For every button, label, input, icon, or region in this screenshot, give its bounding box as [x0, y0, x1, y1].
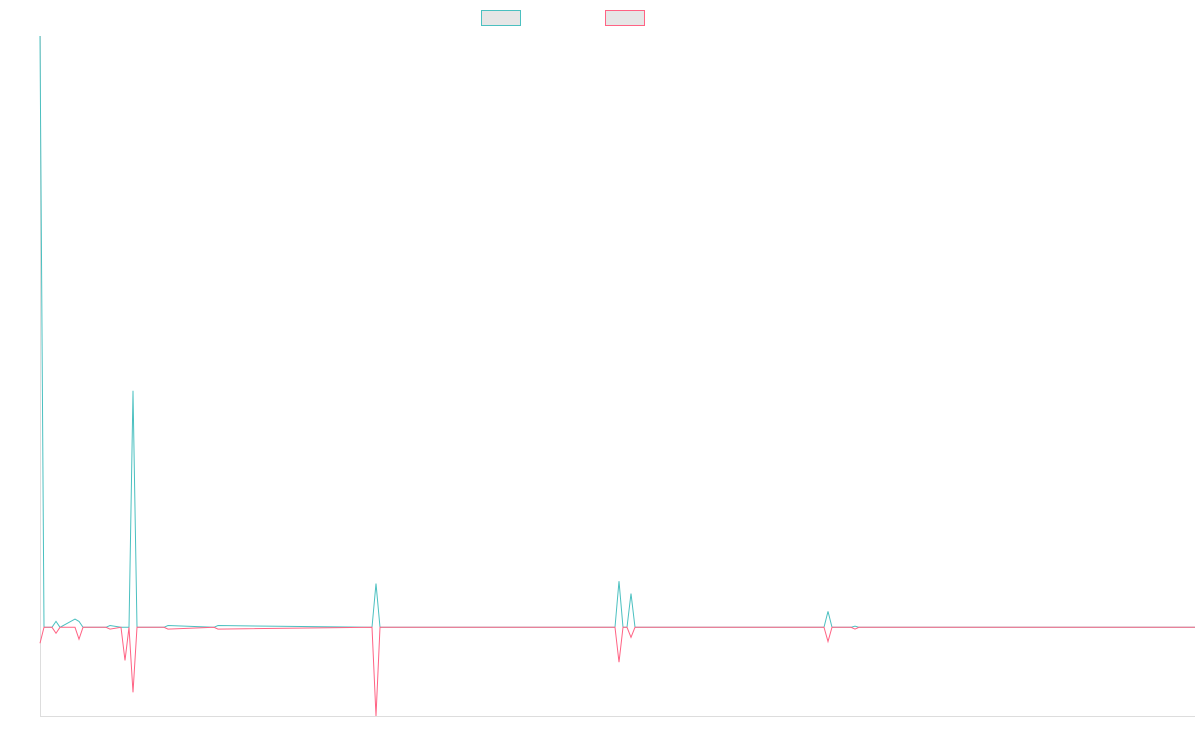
series-line	[39, 626, 1195, 717]
legend-swatch[interactable]	[481, 10, 521, 26]
series-line	[39, 35, 1195, 628]
legend-swatch[interactable]	[605, 10, 645, 26]
